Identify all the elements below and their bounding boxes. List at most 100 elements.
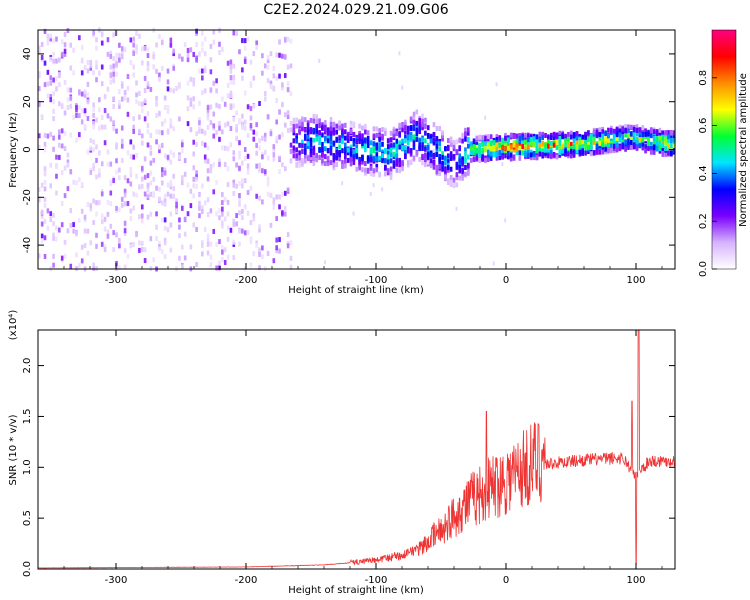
spectrogram-cell (398, 51, 401, 56)
spectrogram-cell (243, 147, 247, 153)
spectrogram-cell (455, 175, 459, 181)
spectrogram-cell (538, 143, 542, 149)
spectrogram-cell (129, 166, 133, 172)
spectrogram-cell (186, 95, 190, 101)
spectrogram-cell (246, 36, 250, 42)
spectrogram-cell (241, 38, 244, 44)
spectrogram-cell (92, 112, 95, 118)
spectrogram-cell (289, 240, 293, 246)
spectrogram-cell (389, 166, 393, 172)
spectrogram-cell (235, 136, 238, 142)
spectrogram-cell (206, 197, 210, 203)
spectrogram-cell (132, 128, 135, 134)
spectrogram-cell (349, 147, 353, 153)
spectrogram-cell (575, 140, 579, 146)
spectrogram-cell (352, 159, 356, 165)
spectrogram-cell (592, 129, 596, 135)
spectrogram-cell (83, 65, 87, 71)
spectrogram-cell (232, 30, 236, 36)
spectrogram-cell (258, 138, 261, 144)
spectrogram-cell (303, 149, 307, 155)
spectrogram-cell (627, 124, 630, 130)
spectrogram-cell (529, 152, 533, 158)
spectrogram-cell (375, 156, 379, 162)
spectrogram-cell (449, 151, 453, 157)
spectrogram-cell (132, 241, 135, 247)
spectrogram-cell (315, 114, 319, 120)
spectrogram-cell (146, 129, 150, 135)
spectrogram-cell (438, 170, 441, 176)
spectrogram-cell (169, 118, 173, 124)
spectrogram-cell (178, 255, 181, 261)
spectrogram-cell (118, 175, 121, 181)
spectrogram-cell (449, 136, 453, 142)
spectrogram-cell (484, 147, 487, 153)
spectrogram-cell (100, 64, 104, 70)
spectrogram-cell (60, 104, 64, 110)
spectrogram-cell (215, 265, 218, 271)
spectrogram-cell (655, 135, 659, 141)
spectrogram-cell (441, 130, 444, 136)
spectrogram-cell (569, 141, 573, 147)
spectrogram-cell (181, 264, 184, 270)
spectrogram-cell (612, 137, 616, 143)
spectrogram-cell (375, 163, 379, 169)
spectrogram-cell (118, 89, 121, 95)
spectrogram-cell (106, 233, 110, 239)
spectrogram-cell (100, 81, 104, 87)
spectrogram-cell (289, 158, 293, 164)
spectrogram-cell (160, 121, 164, 127)
spectrogram-cell (501, 148, 504, 154)
spectrogram-cell (421, 113, 424, 119)
spectrogram-cell (469, 157, 473, 163)
spectrogram-cell (109, 223, 113, 229)
spectrogram-cell (306, 129, 310, 135)
spectrogram-cell (598, 140, 602, 146)
spectrogram-cell (364, 161, 367, 167)
spectrogram-cell (281, 82, 284, 88)
spectrogram-cell (206, 158, 210, 164)
spectrogram-cell (584, 150, 587, 156)
spectrogram-cell (258, 162, 261, 168)
spectrogram-cell (655, 140, 659, 146)
spectrogram-cell (95, 45, 98, 51)
spectrogram-cell (258, 227, 261, 233)
spectrogram-cell (618, 124, 622, 130)
spectrogram-cell (635, 127, 639, 133)
spectrogram-x-label: Height of straight line (km) (288, 285, 424, 296)
spectrogram-cell (166, 227, 170, 233)
spectrogram-cell (495, 137, 499, 143)
spectrogram-cell (209, 208, 213, 214)
spectrogram-cell (361, 167, 364, 173)
spectrogram-cell (461, 132, 464, 138)
spectrogram-cell (152, 192, 155, 198)
spectrogram-cell (226, 93, 230, 99)
spectrogram-cell (229, 126, 233, 132)
spectrogram-cell (261, 254, 264, 260)
spectrogram-cell (163, 104, 167, 110)
spectrogram-cell (160, 249, 164, 255)
spectrogram-cell (126, 201, 130, 207)
spectrogram-cell (283, 166, 287, 172)
spectrogram-cell (95, 59, 98, 65)
spectrogram-cell (186, 106, 190, 112)
colorbar-frame (711, 29, 737, 270)
spectrogram-cell (412, 126, 416, 132)
spectrogram-cell (38, 144, 41, 150)
spectrogram-cell (223, 162, 227, 168)
y-tick-label: 1.5 (22, 408, 33, 424)
spectrogram-cell (158, 144, 161, 150)
spectrogram-cell (404, 122, 407, 128)
spectrogram-cell (432, 132, 436, 138)
spectrogram-cell (578, 143, 582, 149)
spectrogram-cell (195, 141, 198, 147)
spectrogram-cell (241, 124, 244, 130)
spectrogram-cell (52, 99, 55, 105)
spectrogram-cell (149, 191, 153, 197)
spectrogram-cell (283, 205, 287, 211)
spectrogram-cell (312, 142, 315, 147)
spectrogram-cell (92, 120, 95, 126)
spectrogram-cell (444, 155, 447, 161)
spectrogram-cell (326, 130, 330, 136)
spectrogram-cell (392, 163, 396, 169)
